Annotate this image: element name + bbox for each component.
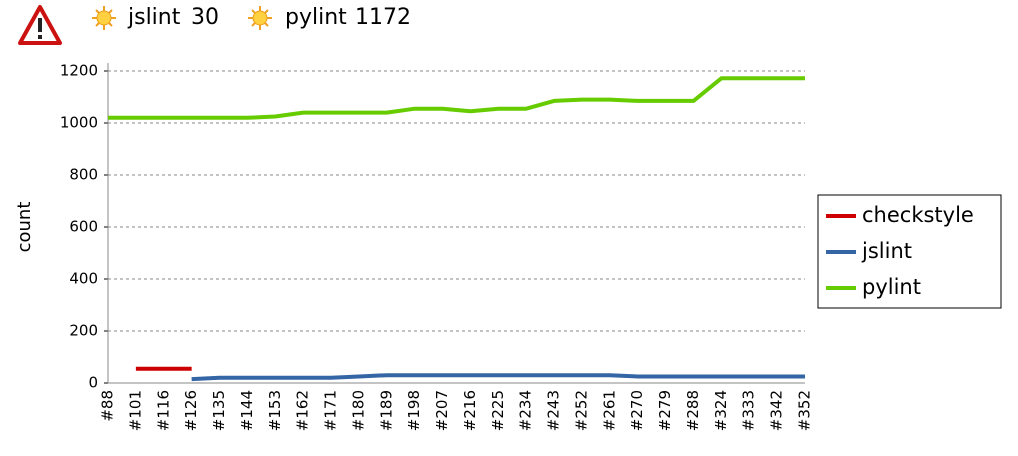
y-tick-label: 1200 [60,62,98,80]
x-tick-label: #101 [126,390,144,431]
x-tick-label: #252 [572,390,590,431]
y-tick-label: 200 [69,322,98,340]
header-count: 30 [191,5,219,30]
sun-icon [248,6,272,30]
series-line [191,373,805,382]
x-tick-label: #153 [266,390,284,431]
x-tick-label: #88 [99,390,117,422]
x-tick-label: #126 [182,390,200,431]
header-count: 1172 [355,5,411,30]
x-tick-label: #333 [740,390,758,431]
x-tick-label: #135 [210,390,228,431]
x-tick-label: #180 [349,390,367,431]
x-tick-label: #324 [712,390,730,431]
y-tick-label: 1000 [60,114,98,132]
x-tick-label: #198 [405,390,423,431]
x-tick-label: #116 [154,390,172,431]
y-tick-label: 600 [69,218,98,236]
x-tick-label: #207 [433,390,451,431]
sun-icon [92,6,116,30]
x-tick-label: #144 [238,390,256,431]
x-tick-label: #189 [377,390,395,431]
x-tick-label: #288 [684,390,702,431]
y-tick-label: 800 [69,166,98,184]
legend-label: jslint [861,239,912,263]
x-tick-label: #171 [322,390,340,431]
header-name: jslint [127,5,181,30]
x-tick-label: #261 [600,390,618,431]
y-tick-label: 0 [88,374,98,392]
x-tick-label: #342 [768,390,786,431]
x-tick-label: #162 [294,390,312,431]
legend-label: checkstyle [862,203,974,227]
legend-label: pylint [862,275,921,299]
x-tick-label: #279 [656,390,674,431]
y-axis-label: count [14,202,35,253]
x-tick-label: #243 [545,390,563,431]
x-tick-label: #234 [517,390,535,431]
x-tick-label: #270 [628,390,646,431]
series-line [108,76,805,120]
header-name: pylint [285,5,347,30]
warning-icon [18,5,62,45]
x-tick-label: #216 [461,390,479,431]
y-tick-label: 400 [69,270,98,288]
x-tick-label: #225 [489,390,507,431]
x-tick-label: #352 [796,390,814,431]
